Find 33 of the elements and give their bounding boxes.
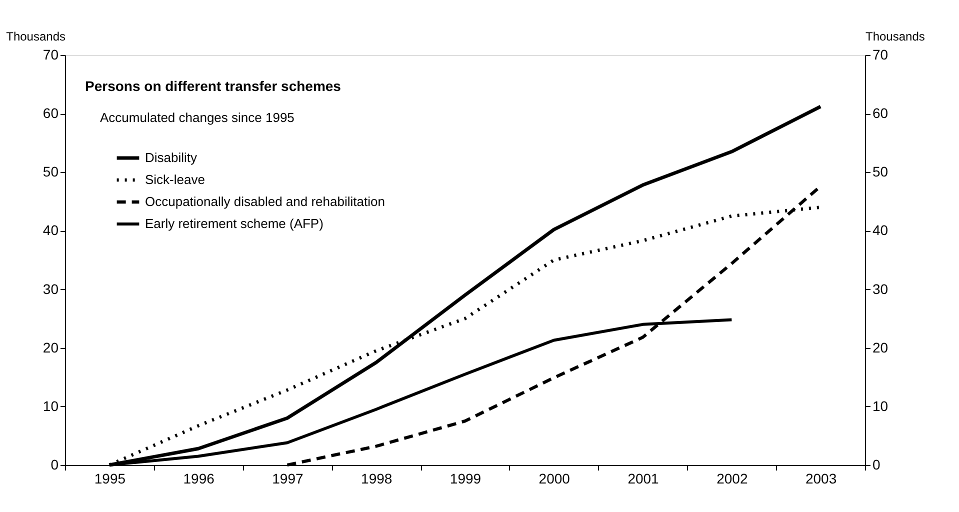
legend-label: Early retirement scheme (AFP) [145,216,324,231]
y2-tick-label: 70 [872,46,888,62]
legend-label: Sick-leave [145,172,205,187]
y-tick-label: 40 [42,222,59,238]
x-tick-label: 1995 [94,470,126,486]
y2-tick-label: 40 [872,222,888,238]
x-tick-label: 1999 [450,470,482,486]
legend-label: Disability [145,150,198,165]
y-tick-label: 60 [42,105,59,122]
y-tick-label: 50 [42,164,59,180]
x-tick-label: 1997 [272,470,304,486]
y2-tick-label: 0 [872,456,880,472]
y2-axis-title: Thousands [866,30,925,44]
x-tick-label: 2001 [628,470,660,486]
y-tick-label: 10 [42,398,59,414]
legend-label: Occupationally disabled and rehabilitation [145,194,385,209]
y-tick-label: 30 [42,280,59,297]
x-tick-label: 1998 [361,470,392,486]
x-tick-label: 1996 [183,470,215,486]
text: Persons on different transfer schemes [85,78,342,94]
y-tick-label: 20 [42,339,59,356]
y2-tick-label: 50 [872,164,888,180]
x-tick-label: 2002 [716,470,748,486]
y2-tick-label: 60 [872,105,888,122]
y2-tick-label: 10 [872,398,888,414]
y-tick-label: 0 [50,456,59,472]
text: Accumulated changes since 1995 [100,110,294,125]
y2-tick-label: 20 [872,339,888,356]
y2-tick-label: 30 [872,280,888,297]
x-tick-label: 2000 [538,470,570,486]
y-axis-title: Thousands [6,30,66,44]
x-tick-label: 2003 [805,470,837,486]
y-tick-label: 70 [42,46,59,62]
